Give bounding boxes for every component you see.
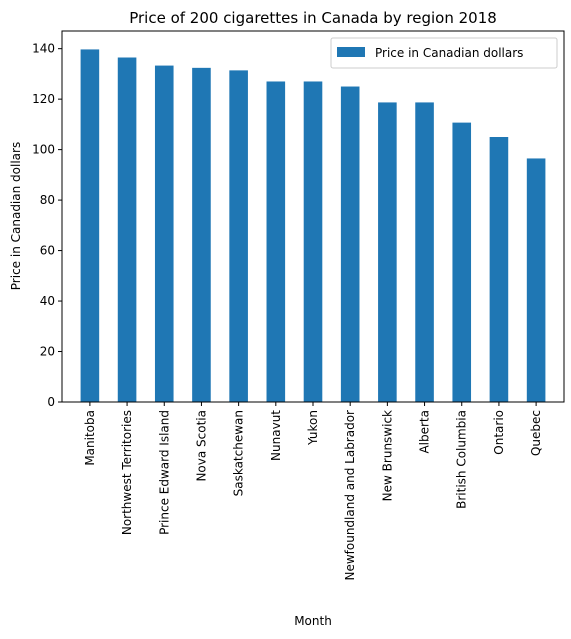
x-tick-label: Northwest Territories bbox=[120, 410, 134, 535]
legend-box bbox=[330, 37, 558, 69]
bar bbox=[489, 137, 509, 402]
y-tick-label: 100 bbox=[32, 143, 55, 157]
bar bbox=[192, 67, 211, 402]
y-tick-label: 120 bbox=[32, 92, 55, 106]
x-tick-label: Nova Scotia bbox=[194, 410, 208, 482]
plot-area: 0 20 40 60 80 100 120 140 Manitoba Northwest Ter… bbox=[32, 30, 565, 581]
y-axis-ticks: 0 20 40 60 80 100 120 140 bbox=[32, 42, 62, 409]
bar bbox=[526, 158, 546, 402]
bar bbox=[154, 65, 174, 403]
x-tick-label: Manitoba bbox=[83, 410, 97, 466]
legend: Price in Canadian dollars bbox=[330, 37, 558, 69]
x-axis-label: Month bbox=[294, 614, 332, 628]
x-tick-label: Nunavut bbox=[269, 410, 283, 461]
x-tick-label: Quebec bbox=[529, 410, 543, 456]
bar bbox=[415, 102, 434, 402]
x-tick-label: British Columbia bbox=[455, 410, 469, 509]
y-axis-label: Price in Canadian dollars bbox=[9, 142, 23, 290]
y-tick-label: 140 bbox=[32, 42, 55, 56]
x-tick-label: Ontario bbox=[492, 410, 506, 455]
x-tick-label: Yukon bbox=[306, 410, 320, 446]
y-tick-label: 0 bbox=[47, 395, 55, 409]
legend-label: Price in Canadian dollars bbox=[375, 46, 523, 60]
bar bbox=[117, 57, 137, 402]
bar bbox=[340, 86, 360, 403]
bar bbox=[303, 81, 323, 402]
bar bbox=[229, 70, 248, 402]
x-axis-ticks: Manitoba Northwest Territories Prince Edwa… bbox=[83, 402, 543, 581]
x-tick-label: Newfoundland and Labrador bbox=[343, 410, 357, 581]
bar bbox=[80, 49, 100, 403]
legend-swatch bbox=[337, 47, 365, 57]
x-tick-label: Prince Edward Island bbox=[157, 410, 171, 535]
bar bbox=[452, 122, 472, 402]
x-tick-label: Saskatchewan bbox=[232, 410, 246, 496]
y-tick-label: 20 bbox=[40, 345, 55, 359]
bar bbox=[266, 81, 286, 402]
y-tick-label: 40 bbox=[40, 294, 55, 308]
chart-title: Price of 200 cigarettes in Canada by reg… bbox=[129, 9, 497, 27]
bar bbox=[378, 102, 397, 402]
x-tick-label: New Brunswick bbox=[380, 410, 394, 501]
y-tick-label: 60 bbox=[40, 244, 55, 258]
x-tick-label: Alberta bbox=[418, 410, 432, 454]
bars-group bbox=[80, 49, 546, 403]
y-tick-label: 80 bbox=[40, 193, 55, 207]
